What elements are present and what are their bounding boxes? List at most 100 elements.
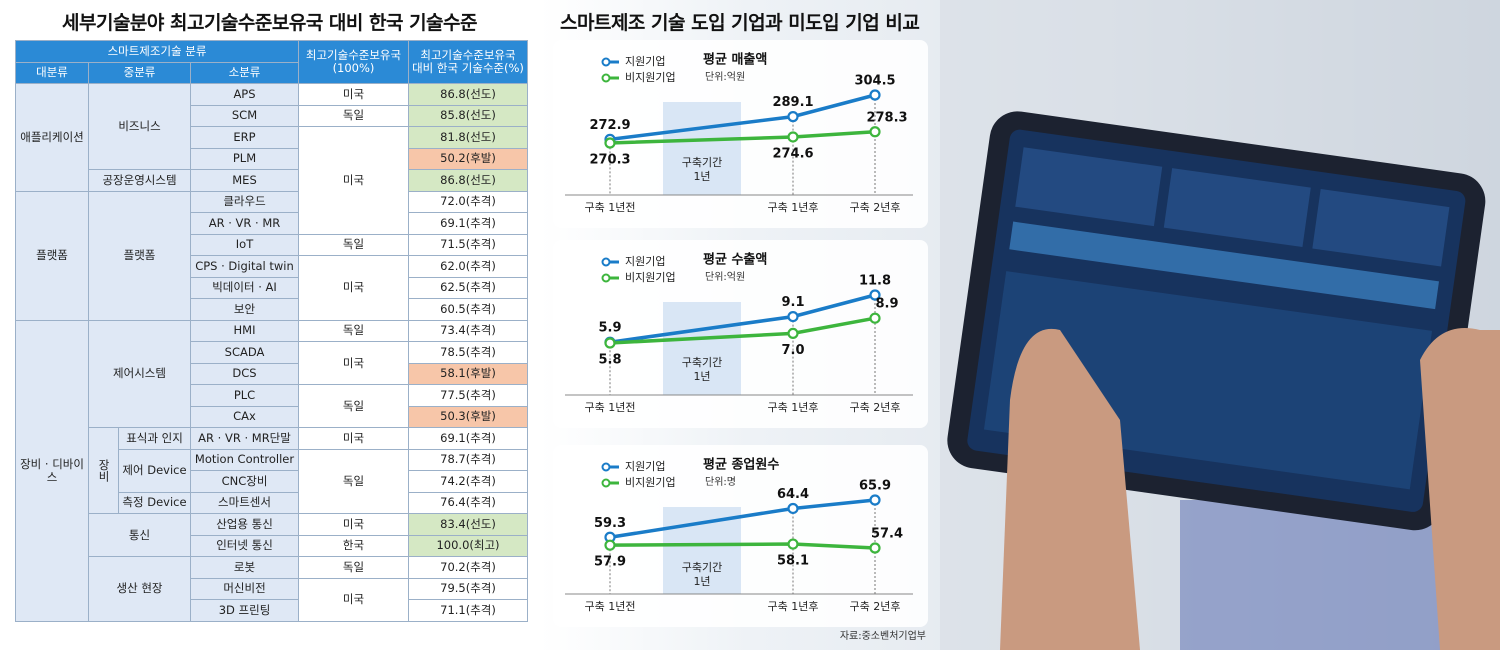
item: 빅데이터 · AI (190, 276, 299, 299)
item: 산업용 통신 (190, 513, 299, 536)
legend-marker (601, 273, 611, 283)
legend-label: 비지원기업 (625, 71, 676, 84)
right-title: 스마트제조 기술 도입 기업과 미도입 기업 비교 (560, 12, 920, 34)
item: HMI (190, 319, 299, 342)
level: 86.8(선도) (408, 169, 528, 192)
chart-title: 평균 매출액 (703, 52, 767, 68)
value-label: 272.9 (589, 118, 630, 133)
country: 독일 (298, 319, 409, 342)
point (869, 289, 881, 301)
level: 76.4(추격) (408, 491, 528, 514)
country: 독일 (298, 556, 409, 579)
chart-unit: 단위:명 (705, 475, 736, 488)
period-band (663, 302, 741, 395)
subheader: 소분류 (190, 61, 299, 84)
level: 85.8(선도) (408, 104, 528, 127)
value-label: 304.5 (854, 74, 895, 89)
level: 71.5(추격) (408, 233, 528, 256)
point (787, 502, 799, 515)
point (869, 494, 881, 506)
item: PLM (190, 147, 299, 170)
legend-label: 비지원기업 (625, 271, 676, 284)
point (604, 337, 616, 349)
country: 미국 (298, 427, 409, 450)
chart-unit: 단위:억원 (705, 270, 745, 283)
mid: 생산 현장 (88, 556, 191, 622)
point (787, 327, 799, 339)
level: 78.7(추격) (408, 448, 528, 471)
point (787, 311, 799, 323)
legend-label: 지원기업 (625, 460, 665, 473)
item: DCS (190, 362, 299, 385)
mid: 플랫폼 (88, 190, 191, 321)
subheader: 대분류 (15, 61, 89, 84)
value-label: 274.6 (772, 146, 813, 161)
x-tick-label: 구축 1년전 (585, 401, 636, 414)
country: 미국 (298, 255, 409, 321)
item: MES (190, 169, 299, 192)
item: AR · VR · MR (190, 212, 299, 235)
header: 최고기술수준보유국 (100%) (298, 40, 409, 84)
point (604, 137, 616, 149)
value-label: 9.1 (781, 295, 804, 310)
x-tick-label: 구축 1년후 (768, 201, 819, 214)
level: 100.0(최고) (408, 534, 528, 557)
item: 3D 프린팅 (190, 599, 299, 622)
item: Motion Controller (190, 448, 299, 471)
level: 50.2(후발) (408, 147, 528, 170)
level: 73.4(추격) (408, 319, 528, 342)
x-tick-label: 구축 1년후 (768, 401, 819, 414)
country: 미국 (298, 577, 409, 622)
legend-marker (601, 462, 611, 472)
mid: 제어시스템 (88, 319, 191, 428)
value-label: 58.1 (777, 554, 809, 569)
country: 미국 (298, 341, 409, 385)
level: 60.5(추격) (408, 298, 528, 321)
level: 50.3(후발) (408, 405, 528, 428)
x-tick-label: 구축 2년후 (850, 600, 901, 613)
point (869, 542, 881, 554)
large: 장비 · 디바이스 (15, 319, 89, 622)
mid: 비즈니스 (88, 83, 191, 170)
item: 보안 (190, 298, 299, 321)
point (869, 312, 881, 324)
level: 71.1(추격) (408, 599, 528, 622)
item: IoT (190, 233, 299, 256)
value-label: 278.3 (866, 110, 907, 125)
point (869, 126, 881, 138)
country: 미국 (298, 126, 409, 235)
legend-label: 비지원기업 (625, 476, 676, 489)
large: 애플리케이션 (15, 83, 89, 192)
point (787, 111, 799, 123)
sub: 측정 Device (118, 491, 191, 514)
x-tick-label: 구축 2년후 (850, 201, 901, 214)
value-label: 5.9 (598, 321, 621, 336)
legend-label: 지원기업 (625, 255, 665, 268)
value-label: 270.3 (589, 153, 630, 168)
country: 독일 (298, 104, 409, 127)
legend-label: 지원기업 (625, 55, 665, 68)
value-label: 11.8 (859, 274, 891, 289)
chart-unit: 단위:억원 (705, 70, 745, 83)
source: 자료:중소벤처기업부 (840, 629, 926, 642)
item: CPS · Digital twin (190, 255, 299, 278)
period-label: 구축기간 1년 (682, 356, 722, 383)
country: 독일 (298, 384, 409, 428)
x-tick-label: 구축 1년전 (585, 600, 636, 613)
value-label: 5.8 (598, 353, 621, 368)
point (604, 539, 616, 551)
item: APS (190, 83, 299, 106)
legend-marker (601, 73, 611, 83)
value-label: 7.0 (781, 343, 804, 358)
header: 최고기술수준보유국 대비 한국 기술수준(%) (408, 40, 528, 84)
chart-title: 평균 수출액 (703, 252, 767, 268)
country: 독일 (298, 233, 409, 256)
item: CNC장비 (190, 470, 299, 493)
period-label: 구축기간 1년 (682, 156, 722, 183)
level: 72.0(추격) (408, 190, 528, 213)
item: SCADA (190, 341, 299, 364)
chart-title: 평균 종업원수 (703, 457, 779, 473)
x-tick-label: 구축 1년전 (585, 201, 636, 214)
